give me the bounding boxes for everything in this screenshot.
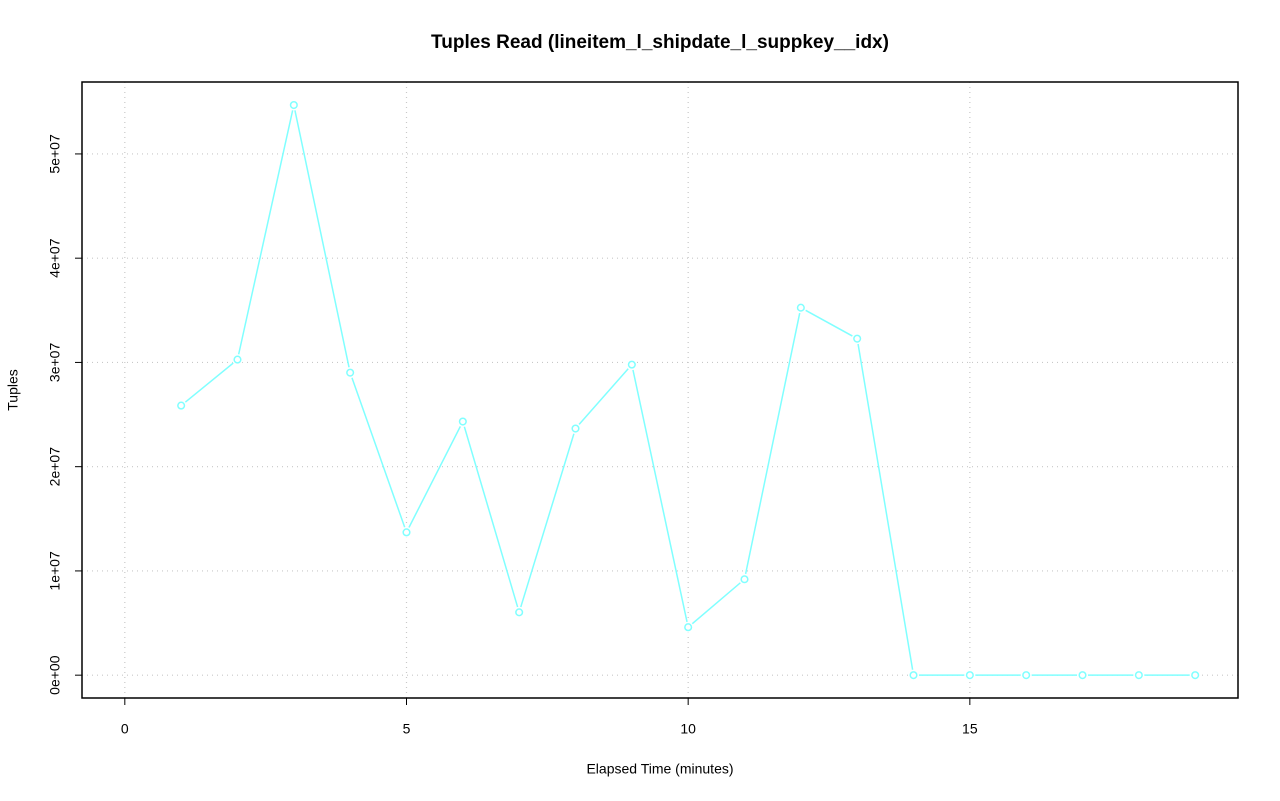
point: [458, 417, 467, 426]
plot-frame: [81, 81, 1239, 699]
point: [233, 355, 242, 364]
point: [627, 360, 636, 369]
point: [853, 334, 862, 343]
point: [515, 608, 524, 617]
x-tick-label: 5: [403, 721, 411, 737]
chart-title: Tuples Read (lineitem_l_shipdate_l_suppk…: [431, 32, 889, 53]
point: [1022, 671, 1031, 680]
point: [909, 671, 918, 680]
point: [177, 401, 186, 410]
point: [796, 303, 805, 312]
point: [965, 671, 974, 680]
y-tick-label: 4e+07: [47, 238, 63, 278]
x-tick-label: 15: [962, 721, 978, 737]
x-axis-title: Elapsed Time (minutes): [586, 761, 733, 777]
x-tick-label: 10: [680, 721, 696, 737]
y-tick-label: 3e+07: [47, 343, 63, 383]
y-tick-label: 1e+07: [47, 551, 63, 591]
x-tick-label: 0: [121, 721, 129, 737]
y-tick-label: 5e+07: [47, 134, 63, 174]
y-axis-title: Tuples: [5, 369, 21, 411]
point: [289, 100, 298, 110]
point: [402, 528, 411, 537]
point: [1191, 671, 1200, 680]
point: [684, 623, 693, 632]
point: [740, 575, 749, 584]
point: [1078, 671, 1087, 680]
y-tick-label: 0e+00: [47, 655, 63, 695]
point: [346, 368, 355, 377]
point: [1134, 671, 1143, 680]
y-tick-label: 2e+07: [47, 447, 63, 487]
point: [571, 424, 580, 433]
